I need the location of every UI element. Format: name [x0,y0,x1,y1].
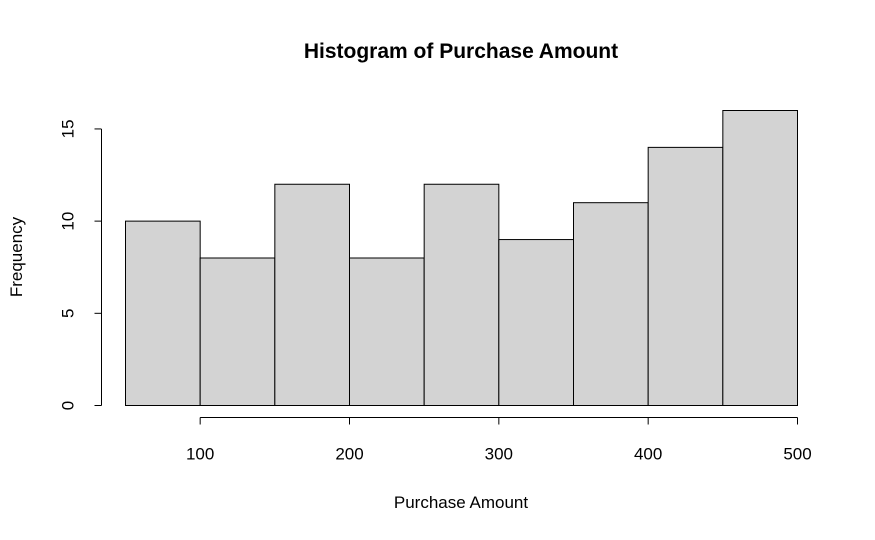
histogram-bar-8 [647,146,724,406]
histogram-bar-3 [274,183,351,406]
y-tick-label: 15 [59,119,78,138]
histogram-bar-9 [722,110,798,406]
bars-group [125,110,798,406]
histogram-bar-4 [349,257,425,406]
histogram-bar-1 [125,220,201,406]
histogram-bar-7 [573,202,649,406]
x-axis-title: Purchase Amount [394,493,528,512]
histogram-bar-6 [498,239,575,406]
y-tick-label: 10 [59,212,78,231]
histogram-bar-5 [423,183,500,406]
y-tick-label: 0 [59,401,78,410]
y-tick-label: 5 [59,309,78,318]
x-tick-label: 300 [485,445,513,464]
x-tick-label: 200 [335,445,363,464]
chart-title: Histogram of Purchase Amount [304,40,618,63]
y-axis-title: Frequency [7,216,26,297]
histogram-bar-2 [199,257,276,406]
x-tick-label: 500 [783,445,811,464]
x-tick-label: 400 [634,445,662,464]
y-axis: 0 5 10 15 [59,119,102,410]
x-tick-label: 100 [186,445,214,464]
x-axis: 100 200 300 400 500 [186,417,812,464]
